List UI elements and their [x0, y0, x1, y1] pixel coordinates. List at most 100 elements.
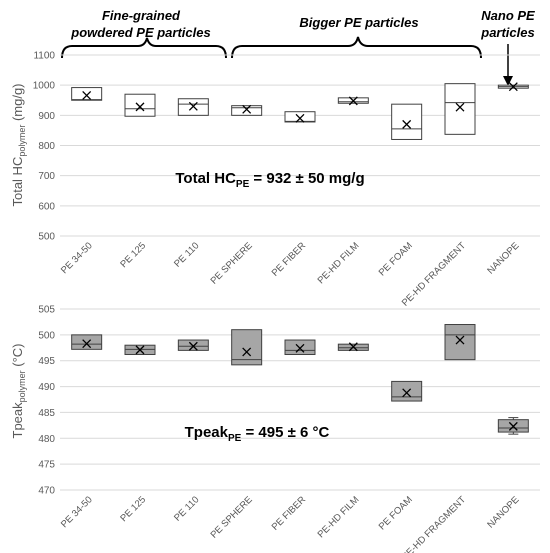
- box-3: [231, 104, 263, 116]
- bracket-bigger: [231, 36, 482, 59]
- mean-marker: [135, 102, 145, 112]
- x-labels-tpeak: PE 34-50 PE 125 PE 110 PE SPHERE PE FIBER PE-…: [59, 494, 521, 553]
- x-category-label: PE 110: [172, 240, 201, 269]
- mean-marker: [82, 339, 92, 349]
- x-category-label: PE SPHERE: [209, 240, 255, 286]
- y-tick-label: 505: [38, 305, 55, 316]
- x-labels-total-hc: PE 34-50 PE 125 PE 110 PE SPHERE PE FIBER PE-…: [59, 240, 521, 308]
- box-6: [391, 380, 423, 402]
- mean-marker: [402, 119, 412, 129]
- y-tick-label: 475: [38, 460, 55, 471]
- box-3: [231, 329, 263, 366]
- mean-marker: [348, 96, 358, 106]
- bracket-fine-grained: [61, 37, 227, 59]
- box-4: [284, 339, 316, 356]
- box-7: [444, 83, 476, 135]
- mean-marker: [455, 102, 465, 112]
- box-2: [177, 339, 209, 351]
- mean-marker: [295, 343, 305, 353]
- stat-total-hc: Total HCPE = 932 ± 50 mg/g: [175, 170, 364, 190]
- box-body: [231, 105, 263, 116]
- box-1: [124, 344, 156, 356]
- x-category-label: PE 34-50: [59, 494, 95, 530]
- y-tick-label: 600: [38, 201, 55, 212]
- mean-marker: [508, 82, 518, 92]
- y-tick-label: 1000: [33, 81, 56, 92]
- annotation-fine-grained-line1: Fine-grained: [102, 8, 181, 23]
- y-tick-label: 495: [38, 356, 55, 367]
- y-tick-label: 480: [38, 434, 55, 445]
- grid-tpeak: [60, 308, 540, 491]
- grid-total-hc: [60, 54, 540, 237]
- mean-marker: [188, 341, 198, 351]
- x-category-label: NANOPE: [485, 494, 521, 530]
- y-tick-label: 490: [38, 382, 55, 393]
- mean-marker: [82, 90, 92, 100]
- mean-marker: [188, 101, 198, 111]
- y-tick-label: 800: [38, 141, 55, 152]
- y-tick-label: 500: [38, 330, 55, 341]
- box-5: [337, 342, 369, 352]
- annotation-fine-grained-line2: powdered PE particles: [70, 25, 210, 40]
- box-body: [124, 93, 156, 117]
- arrow-nano-head: [503, 76, 513, 86]
- box-body: [284, 339, 316, 356]
- boxes-total-hc: [71, 82, 529, 140]
- mean-marker: [135, 345, 145, 355]
- box-body: [391, 103, 423, 140]
- x-category-label: NANOPE: [485, 240, 521, 276]
- y-axis-label-tpeak: Tpeakpolymer (°C): [10, 343, 27, 438]
- box-7: [444, 324, 476, 361]
- box-4: [284, 111, 316, 123]
- annotation-nano-line1: Nano PE: [481, 8, 535, 23]
- x-category-label: PE FOAM: [377, 240, 415, 278]
- box-body: [231, 329, 263, 366]
- mean-marker: [242, 347, 252, 357]
- box-2: [177, 98, 209, 116]
- box-8: [497, 417, 529, 435]
- annotation-bigger: Bigger PE particles: [299, 15, 418, 30]
- mean-marker: [242, 104, 252, 114]
- mean-marker: [508, 421, 518, 431]
- x-category-label: PE FIBER: [270, 494, 308, 532]
- box-0: [71, 87, 103, 101]
- x-category-label: PE-HD FILM: [316, 240, 362, 286]
- x-category-label: PE 125: [118, 240, 148, 270]
- box-body: [444, 83, 476, 135]
- annotation-nano-line2: particles: [480, 25, 534, 40]
- y-tick-label: 470: [38, 486, 55, 497]
- mean-marker: [455, 335, 465, 345]
- x-category-label: PE 110: [172, 494, 201, 523]
- box-1: [124, 93, 156, 117]
- box-5: [337, 96, 369, 106]
- mean-marker: [348, 342, 358, 352]
- box-body: [177, 339, 209, 351]
- box-body: [71, 334, 103, 350]
- mean-marker: [402, 388, 412, 398]
- box-body: [444, 324, 476, 361]
- x-category-label: PE FOAM: [377, 494, 415, 532]
- box-body: [71, 87, 103, 101]
- box-body: [284, 111, 316, 123]
- mean-marker: [295, 113, 305, 123]
- y-ticks-total-hc: 500 600 700 800 900 1000 1100: [33, 51, 56, 243]
- y-tick-label: 485: [38, 408, 55, 419]
- x-category-label: PE 125: [118, 494, 148, 524]
- x-category-label: PE SPHERE: [209, 494, 255, 540]
- y-axis-label-total-hc: Total HCpolymer (mg/g): [10, 83, 27, 206]
- y-tick-label: 1100: [33, 51, 55, 62]
- boxes-tpeak: [71, 324, 529, 435]
- y-tick-label: 700: [38, 171, 55, 182]
- box-body: [391, 380, 423, 402]
- y-ticks-tpeak: 470 475 480 485 490 495 500 505: [38, 305, 55, 497]
- x-category-label: PE FIBER: [270, 240, 308, 278]
- y-tick-label: 900: [38, 111, 55, 122]
- box-0: [71, 334, 103, 350]
- x-category-label: PE-HD FILM: [316, 494, 362, 540]
- box-8: [497, 82, 529, 92]
- group-annotations: Fine-grained powdered PE particles Bigge…: [61, 8, 535, 86]
- x-category-label: PE 34-50: [59, 240, 95, 276]
